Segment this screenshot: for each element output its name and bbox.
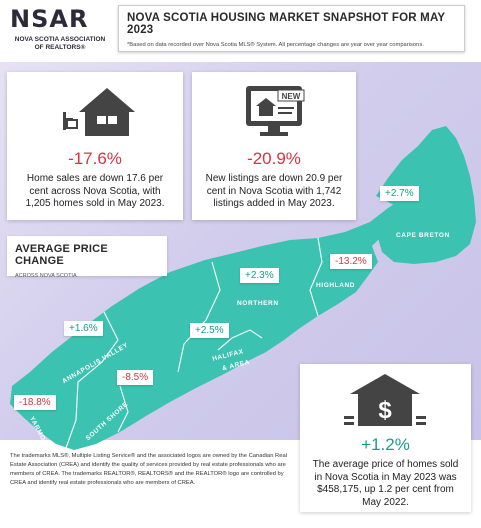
cape-breton-change: +2.7%: [380, 186, 419, 201]
region-label-highland: HIGHLAND: [316, 282, 356, 289]
new-listings-card: NEW -20.9% New listings are down 20.9 pe…: [192, 72, 356, 220]
listings-change: -20.9%: [247, 149, 301, 168]
logo-realtors-line: OF REALTORS®: [34, 44, 86, 51]
south-shore-change: -8.5%: [117, 370, 154, 385]
average-price-subtitle: ACROSS NOVA SCOTIA: [15, 273, 77, 279]
dollar-symbol: $: [378, 397, 392, 424]
logo-association-line: NOVA SCOTIA ASSOCIATION: [14, 36, 106, 43]
price-change: +1.2%: [361, 435, 410, 454]
new-badge: NEW: [282, 92, 301, 101]
house-sold-sign-icon: [63, 88, 135, 136]
average-price-change-header: AVERAGE PRICE CHANGE ACROSS NOVA SCOTIA: [7, 236, 167, 279]
home-sales-card: -17.6% Home sales are down 17.6 per cent…: [7, 72, 183, 220]
sales-change: -17.6%: [68, 149, 122, 168]
listings-description: New listings are down 20.9 per cent in N…: [205, 173, 343, 209]
average-price-title: AVERAGE PRICE CHANGE: [15, 243, 108, 267]
header-box: NOVA SCOTIA HOUSING MARKET SNAPSHOT FOR …: [118, 5, 465, 52]
page-title: NOVA SCOTIA HOUSING MARKET SNAPSHOT FOR …: [127, 12, 446, 36]
page-subtitle: *Based on data recorded over Nova Scotia…: [127, 42, 424, 48]
yarmouth-change: -18.8%: [14, 395, 56, 410]
sales-description: Home sales are down 17.6 per cent across…: [25, 173, 165, 209]
halifax-change: +2.5%: [190, 323, 229, 338]
annapolis-change: +1.6%: [64, 321, 103, 336]
northern-change: +2.3%: [240, 268, 279, 283]
average-price-card: $ +1.2% The average price of homes sold …: [300, 364, 471, 512]
logo-wordmark: NSAR: [10, 5, 89, 33]
nsar-logo: NSAR NOVA SCOTIA ASSOCIATION OF REALTORS…: [10, 4, 110, 60]
trademark-disclaimer: The trademarks MLS®, Multiple Listing Se…: [10, 453, 287, 486]
highland-change: -13.2%: [330, 254, 372, 269]
price-description: The average price of homes sold in Nova …: [312, 459, 459, 508]
cape-breton-shape: [376, 126, 476, 264]
region-label-cape-breton: CAPE BRETON: [396, 232, 450, 239]
house-dollar-icon: $: [344, 374, 426, 426]
region-label-northern: NORTHERN: [237, 300, 279, 307]
monitor-new-listing-icon: NEW: [246, 86, 305, 136]
